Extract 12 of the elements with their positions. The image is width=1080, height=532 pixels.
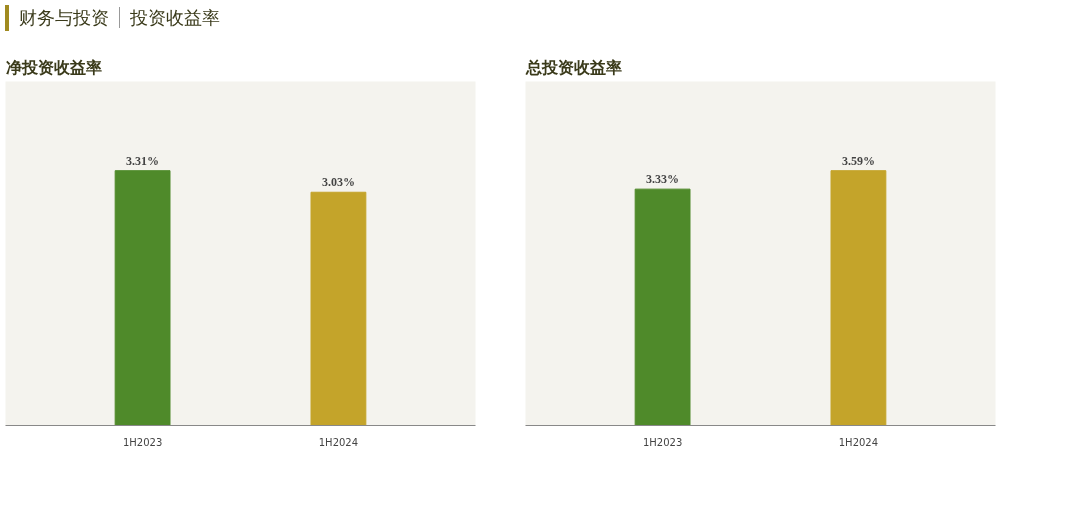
- x-tick-label: 1H2023: [122, 436, 163, 448]
- text: 投资收益率: [119, 7, 230, 28]
- data-label: 3.59%: [841, 153, 875, 168]
- x-tick-label: 1H2024: [838, 436, 879, 448]
- x-tick-label: 1H2023: [642, 436, 683, 448]
- data-label: 3.31%: [126, 153, 160, 168]
- text: 财务与投资: [19, 7, 110, 28]
- x-tick-label: 1H2024: [318, 436, 359, 448]
- data-label: 3.03%: [321, 175, 355, 190]
- data-label: 3.33%: [646, 172, 680, 187]
- chart-title: 总投资收益率: [524, 57, 622, 77]
- chart-title: 净投资收益率: [5, 57, 102, 77]
